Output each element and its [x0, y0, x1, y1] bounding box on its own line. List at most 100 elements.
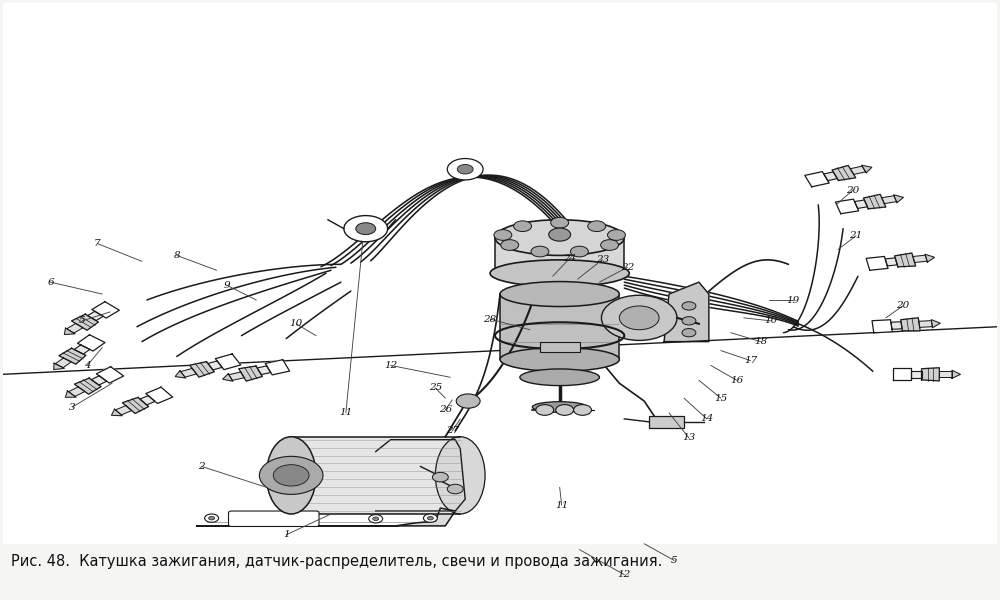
Text: 23: 23 [596, 255, 609, 264]
Polygon shape [78, 335, 105, 351]
Polygon shape [894, 195, 903, 203]
Text: 5: 5 [671, 556, 677, 565]
Circle shape [682, 317, 696, 325]
Polygon shape [913, 255, 927, 262]
Bar [286, 437, 460, 514]
Ellipse shape [500, 347, 619, 371]
Circle shape [259, 457, 323, 494]
Text: 17: 17 [744, 356, 757, 365]
Ellipse shape [520, 369, 599, 386]
Bar [540, 341, 580, 352]
Circle shape [549, 228, 571, 241]
Polygon shape [925, 254, 935, 262]
Circle shape [494, 230, 512, 241]
Text: 4: 4 [84, 361, 91, 370]
Ellipse shape [495, 220, 624, 256]
Circle shape [369, 515, 383, 523]
Polygon shape [855, 200, 867, 208]
Polygon shape [69, 387, 85, 397]
Text: 16: 16 [730, 376, 743, 385]
Polygon shape [805, 172, 829, 187]
Circle shape [209, 517, 215, 520]
Text: 18: 18 [754, 337, 767, 346]
Text: 13: 13 [682, 433, 696, 442]
Bar [495, 236, 624, 273]
Circle shape [619, 306, 659, 330]
Polygon shape [122, 397, 149, 413]
Circle shape [423, 514, 437, 523]
Text: 19: 19 [787, 296, 800, 305]
Polygon shape [835, 199, 859, 214]
Polygon shape [257, 366, 271, 374]
Circle shape [501, 239, 519, 250]
Polygon shape [866, 256, 888, 271]
Circle shape [570, 246, 588, 257]
Circle shape [457, 164, 473, 174]
Polygon shape [229, 372, 244, 380]
Polygon shape [208, 361, 222, 370]
Polygon shape [863, 194, 886, 209]
Text: 28: 28 [483, 314, 497, 323]
Circle shape [601, 295, 677, 340]
Polygon shape [922, 368, 939, 381]
Polygon shape [190, 362, 214, 377]
Bar [649, 416, 684, 428]
Circle shape [447, 484, 463, 494]
Polygon shape [891, 322, 902, 329]
Polygon shape [239, 366, 262, 381]
Circle shape [682, 329, 696, 337]
Polygon shape [895, 253, 916, 267]
Circle shape [588, 221, 606, 232]
Text: 25: 25 [429, 383, 442, 392]
Text: 5: 5 [79, 316, 86, 325]
Text: 6: 6 [47, 278, 54, 287]
Polygon shape [111, 409, 122, 416]
Circle shape [536, 404, 554, 415]
Circle shape [574, 404, 591, 415]
Polygon shape [664, 282, 709, 341]
Polygon shape [939, 371, 952, 377]
Polygon shape [885, 258, 897, 266]
Circle shape [427, 517, 433, 520]
Ellipse shape [435, 437, 485, 514]
Polygon shape [181, 368, 196, 377]
Text: 10: 10 [764, 316, 777, 325]
Polygon shape [824, 172, 837, 181]
Polygon shape [59, 348, 86, 364]
Polygon shape [215, 354, 241, 370]
Polygon shape [115, 406, 132, 415]
Text: 20: 20 [846, 185, 860, 194]
Polygon shape [931, 320, 940, 328]
Polygon shape [67, 323, 83, 333]
Polygon shape [146, 387, 173, 403]
Polygon shape [265, 359, 290, 375]
Polygon shape [893, 368, 911, 380]
Polygon shape [376, 440, 465, 511]
Polygon shape [197, 508, 455, 526]
Polygon shape [901, 318, 920, 331]
Text: 27: 27 [446, 426, 459, 435]
Polygon shape [911, 371, 922, 378]
Polygon shape [55, 358, 71, 368]
FancyBboxPatch shape [229, 511, 319, 526]
Polygon shape [96, 367, 124, 383]
Polygon shape [919, 320, 932, 328]
Ellipse shape [500, 281, 619, 307]
Circle shape [447, 158, 483, 180]
Polygon shape [74, 345, 90, 354]
Polygon shape [74, 378, 101, 394]
Circle shape [344, 215, 388, 242]
Ellipse shape [532, 401, 587, 412]
Circle shape [601, 239, 619, 250]
Text: 11: 11 [555, 500, 568, 509]
Text: 20: 20 [896, 301, 909, 310]
Polygon shape [54, 363, 64, 370]
Circle shape [456, 394, 480, 408]
Text: 9: 9 [223, 281, 230, 290]
Bar [500, 293, 619, 359]
Circle shape [608, 230, 625, 241]
Text: 10: 10 [290, 319, 303, 328]
Polygon shape [72, 314, 98, 330]
Circle shape [356, 223, 376, 235]
Polygon shape [140, 395, 155, 405]
